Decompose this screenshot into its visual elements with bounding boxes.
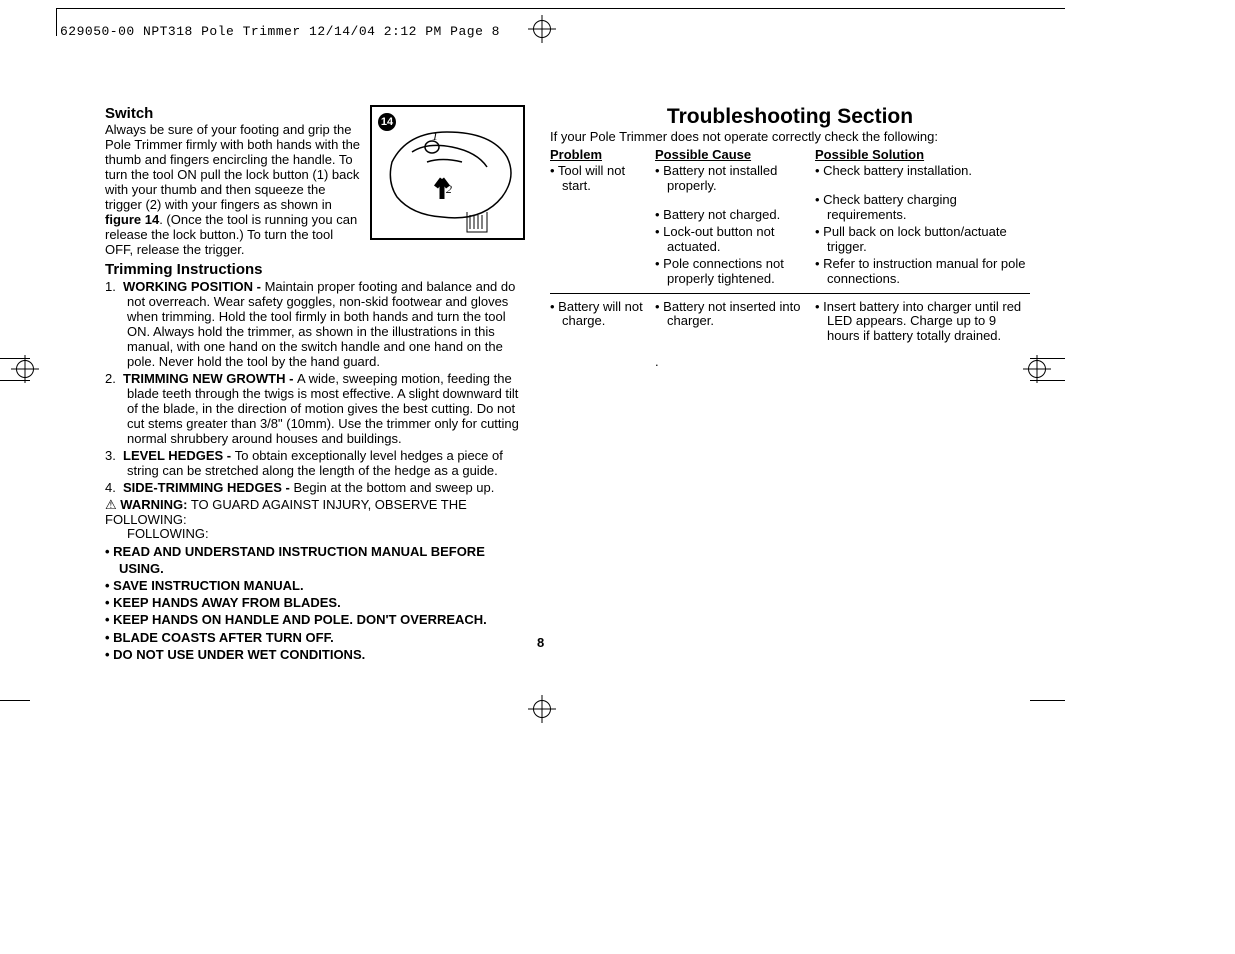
col-cause-header: Possible Cause xyxy=(655,147,751,162)
solution-text: • Check battery charging requirements. xyxy=(815,193,1030,223)
solution-text: • Refer to instruction manual for pole c… xyxy=(815,257,1030,287)
figure-number-badge: 14 xyxy=(378,113,396,131)
troubleshooting-heading: Troubleshooting Section xyxy=(550,105,1030,129)
cause-text: • Pole connections not properly tightene… xyxy=(655,257,815,287)
crop-mark xyxy=(56,8,57,36)
crop-mark xyxy=(0,380,30,381)
registration-mark xyxy=(16,360,34,378)
switch-body-text: Always be sure of your footing and grip … xyxy=(105,122,360,212)
item-text: Begin at the bottom and sweep up. xyxy=(293,480,494,495)
col-problem-header: Problem xyxy=(550,147,602,162)
item-number: 2. xyxy=(105,372,123,387)
trimming-instructions-list: 1.WORKING POSITION - Maintain proper foo… xyxy=(105,280,525,495)
problem-text: • Battery will not charge. xyxy=(550,300,655,330)
warning-bullets: • READ AND UNDERSTAND INSTRUCTION MANUAL… xyxy=(105,544,525,663)
item-number: 4. xyxy=(105,481,123,496)
item-number: 3. xyxy=(105,449,123,464)
crop-mark xyxy=(1030,358,1065,359)
item-number: 1. xyxy=(105,280,123,295)
troubleshooting-intro: If your Pole Trimmer does not operate co… xyxy=(550,130,1030,145)
cause-text: • Battery not charged. xyxy=(655,208,815,223)
crop-mark xyxy=(0,358,30,359)
item-title: SIDE-TRIMMING HEDGES - xyxy=(123,480,293,495)
registration-mark xyxy=(533,700,551,718)
warning-item: • SAVE INSTRUCTION MANUAL. xyxy=(105,578,525,594)
trimming-heading: Trimming Instructions xyxy=(105,261,525,278)
warning-label: WARNING: xyxy=(120,497,187,512)
crop-mark xyxy=(0,700,30,701)
warning-item: • BLADE COASTS AFTER TURN OFF. xyxy=(105,630,525,646)
stray-period: . xyxy=(655,354,659,369)
instruction-item: 4.SIDE-TRIMMING HEDGES - Begin at the bo… xyxy=(105,481,525,496)
warning-item: • KEEP HANDS ON HANDLE AND POLE. DON'T O… xyxy=(105,612,525,628)
registration-mark xyxy=(1028,360,1046,378)
svg-text:2: 2 xyxy=(446,182,452,196)
cause-text: • Lock-out button not actuated. xyxy=(655,225,815,255)
problem-text: • Tool will not start. xyxy=(550,164,655,194)
trimmer-handle-diagram: 1 2 xyxy=(372,107,527,242)
troubleshooting-header-row: Problem Possible Cause Possible Solution xyxy=(550,147,1030,162)
solution-text: • Insert battery into charger until red … xyxy=(815,300,1030,345)
instruction-item: 1.WORKING POSITION - Maintain proper foo… xyxy=(105,280,525,370)
warning-line: ⚠ WARNING: TO GUARD AGAINST INJURY, OBSE… xyxy=(105,498,525,528)
warning-item: • KEEP HANDS AWAY FROM BLADES. xyxy=(105,595,525,611)
col-solution-header: Possible Solution xyxy=(815,147,924,162)
cause-text: • Battery not inserted into charger. xyxy=(655,300,815,330)
figure-14-illustration: 14 1 2 xyxy=(370,105,525,240)
instruction-item: 3.LEVEL HEDGES - To obtain exceptionally… xyxy=(105,449,525,479)
row-separator xyxy=(550,293,1030,294)
item-title: TRIMMING NEW GROWTH - xyxy=(123,371,297,386)
crop-mark xyxy=(1030,380,1065,381)
figure-reference: figure 14 xyxy=(105,212,159,227)
trailing-dot-row: . xyxy=(550,354,1030,369)
print-header: 629050-00 NPT318 Pole Trimmer 12/14/04 2… xyxy=(60,24,500,39)
item-title: LEVEL HEDGES - xyxy=(123,448,235,463)
item-title: WORKING POSITION - xyxy=(123,279,265,294)
warning-item: • DO NOT USE UNDER WET CONDITIONS. xyxy=(105,647,525,663)
warning-item: • READ AND UNDERSTAND INSTRUCTION MANUAL… xyxy=(105,544,525,577)
instruction-item: 2.TRIMMING NEW GROWTH - A wide, sweeping… xyxy=(105,372,525,447)
troubleshooting-row: • Battery will not charge. • Battery not… xyxy=(550,298,1030,349)
svg-text:1: 1 xyxy=(432,129,438,143)
warning-icon: ⚠ xyxy=(105,498,117,513)
troubleshooting-row: • Tool will not start. • Battery not ins… xyxy=(550,162,1030,291)
solution-text: • Pull back on lock button/actuate trigg… xyxy=(815,225,1030,255)
cause-text: • Battery not installed properly. xyxy=(655,164,815,194)
registration-mark xyxy=(533,20,551,38)
page-number: 8 xyxy=(537,635,544,650)
solution-text: • Check battery installation. xyxy=(815,164,1030,179)
crop-mark xyxy=(56,8,1065,9)
crop-mark xyxy=(1030,700,1065,701)
